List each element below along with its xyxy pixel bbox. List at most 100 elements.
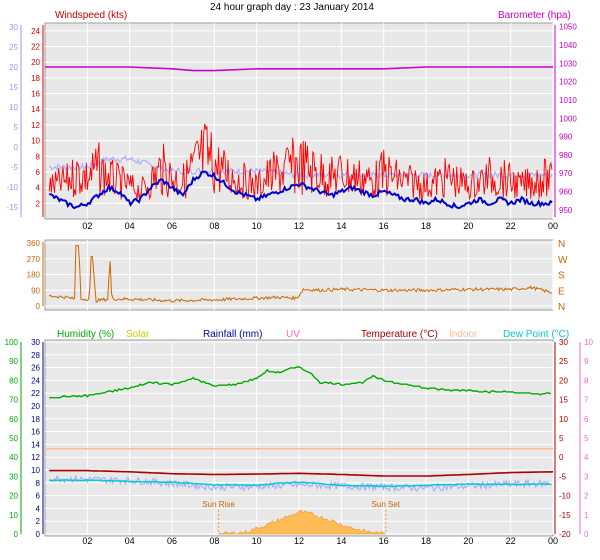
wind-y-tick: 18: [31, 74, 40, 83]
temp-y-tick: 10: [559, 415, 568, 424]
rain-y-tick: 28: [31, 351, 40, 360]
wind-x-tick: 18: [421, 221, 431, 231]
baro-y-tick: 960: [559, 188, 573, 197]
wind-y-tick: 4: [36, 184, 41, 193]
humidity-x-tick: 10: [252, 536, 262, 546]
baro-y-tick: 970: [559, 169, 573, 178]
wind-x-tick: 12: [294, 221, 304, 231]
barometer-line: [45, 66, 553, 72]
temp-y-tick: 15: [559, 396, 568, 405]
wind-x-tick: 16: [379, 221, 389, 231]
temp-y-tick: -20: [559, 530, 571, 539]
humidity-x-tick: 00: [548, 536, 558, 546]
humidity-y-tick: 10: [9, 511, 18, 520]
temp-y-tick: 0: [559, 453, 564, 462]
rain-y-tick: 14: [31, 440, 40, 449]
wind-y-tick: 22: [31, 43, 40, 52]
compass-label: N: [558, 239, 565, 250]
rain-y-tick: 18: [31, 415, 40, 424]
wind-y-tick: 14: [31, 105, 40, 114]
windspeed-label: Windspeed (kts): [55, 10, 127, 21]
humidity-y-tick: 90: [9, 357, 18, 366]
wind-gust-line: [48, 123, 553, 201]
wind-x-tick: 00: [548, 221, 558, 231]
left-temp-y-tick: 25: [9, 43, 18, 52]
wind-y-tick: 2: [36, 199, 41, 208]
humidity-x-tick: 06: [167, 536, 177, 546]
baro-y-tick: 1000: [559, 114, 577, 123]
rainfall-label: Rainfall (mm): [203, 329, 262, 340]
left-temp-y-tick: 5: [14, 123, 19, 132]
humidity-x-tick: 04: [125, 536, 135, 546]
wind-direction-line: [48, 245, 553, 303]
rain-y-tick: 8: [36, 479, 41, 488]
direction-y-tick: 0: [36, 302, 41, 311]
sunrise-label: Sun Rise: [202, 500, 235, 509]
wind-y-tick: 16: [31, 90, 40, 99]
compass-label: W: [558, 255, 568, 266]
rain-y-tick: 10: [31, 466, 40, 475]
direction-series: [48, 245, 553, 303]
uv-y-tick: 0: [584, 530, 589, 539]
baro-y-tick: 1020: [559, 78, 577, 87]
direction-y-tick: 180: [27, 271, 41, 280]
baro-y-tick: 980: [559, 151, 573, 160]
uv-y-tick: 7: [584, 396, 589, 405]
compass-label: S: [558, 271, 565, 282]
rain-y-tick: 20: [31, 402, 40, 411]
humidity-x-tick: 22: [506, 536, 516, 546]
rain-y-tick: 12: [31, 453, 40, 462]
humidity-y-tick: 80: [9, 376, 18, 385]
uv-y-tick: 9: [584, 357, 589, 366]
uv-y-tick: 10: [584, 338, 593, 347]
humidity-axis-ticks: 3028262422201816141210864201009080706050…: [5, 338, 594, 546]
humidity-y-tick: 0: [14, 530, 19, 539]
uv-y-tick: 6: [584, 415, 589, 424]
temp-y-tick: -10: [559, 492, 571, 501]
wind-x-tick: 08: [209, 221, 219, 231]
humidity-y-tick: 100: [5, 338, 19, 347]
left-temp-y-tick: -5: [11, 163, 19, 172]
uv-y-tick: 3: [584, 472, 589, 481]
temp-y-tick: 20: [559, 376, 568, 385]
temperature-label: Temperature (°C): [361, 329, 438, 340]
dewpoint-line: [49, 479, 551, 488]
left-temp-line: [48, 154, 553, 180]
wind-axis-ticks: 24222018161412108642302520151050-5-10-15…: [6, 23, 577, 231]
temp-y-tick: -5: [559, 472, 567, 481]
dewpoint-label: Dew Point (°C): [503, 329, 569, 340]
indoor-label: Indoor: [449, 329, 478, 340]
left-temp-y-tick: -10: [6, 183, 18, 192]
direction-y-tick: 360: [27, 239, 41, 248]
wind-x-tick: 04: [125, 221, 135, 231]
rain-y-tick: 22: [31, 389, 40, 398]
temperature-line: [49, 469, 554, 477]
wind-x-tick: 06: [167, 221, 177, 231]
uv-label: UV: [286, 329, 300, 340]
left-temp-y-tick: 0: [14, 143, 19, 152]
wind-x-tick: 10: [252, 221, 262, 231]
solar-label: Solar: [126, 329, 150, 340]
direction-y-tick: 270: [27, 255, 41, 264]
humidity-series: [45, 366, 554, 535]
humidity-label: Humidity (%): [57, 329, 114, 340]
rain-y-tick: 26: [31, 364, 40, 373]
wind-series: [45, 66, 553, 210]
humidity-line: [49, 366, 552, 399]
rain-y-tick: 4: [36, 504, 41, 513]
uv-y-tick: 2: [584, 492, 589, 501]
solar-area: [218, 510, 386, 535]
humidity-y-tick: 30: [9, 472, 18, 481]
direction-grid: [45, 240, 554, 310]
compass-label: E: [558, 286, 565, 297]
uv-y-tick: 4: [584, 453, 589, 462]
left-temp-y-tick: 30: [9, 23, 18, 32]
baro-y-tick: 1050: [559, 23, 577, 32]
wind-barometer-panel: Windspeed (kts) Barometer (hpa) 24222018…: [6, 10, 577, 231]
temp-y-tick: 30: [559, 338, 568, 347]
humidity-x-tick: 18: [421, 536, 431, 546]
baro-y-tick: 1010: [559, 96, 577, 105]
uv-y-tick: 1: [584, 511, 589, 520]
wind-y-tick: 24: [31, 27, 40, 36]
